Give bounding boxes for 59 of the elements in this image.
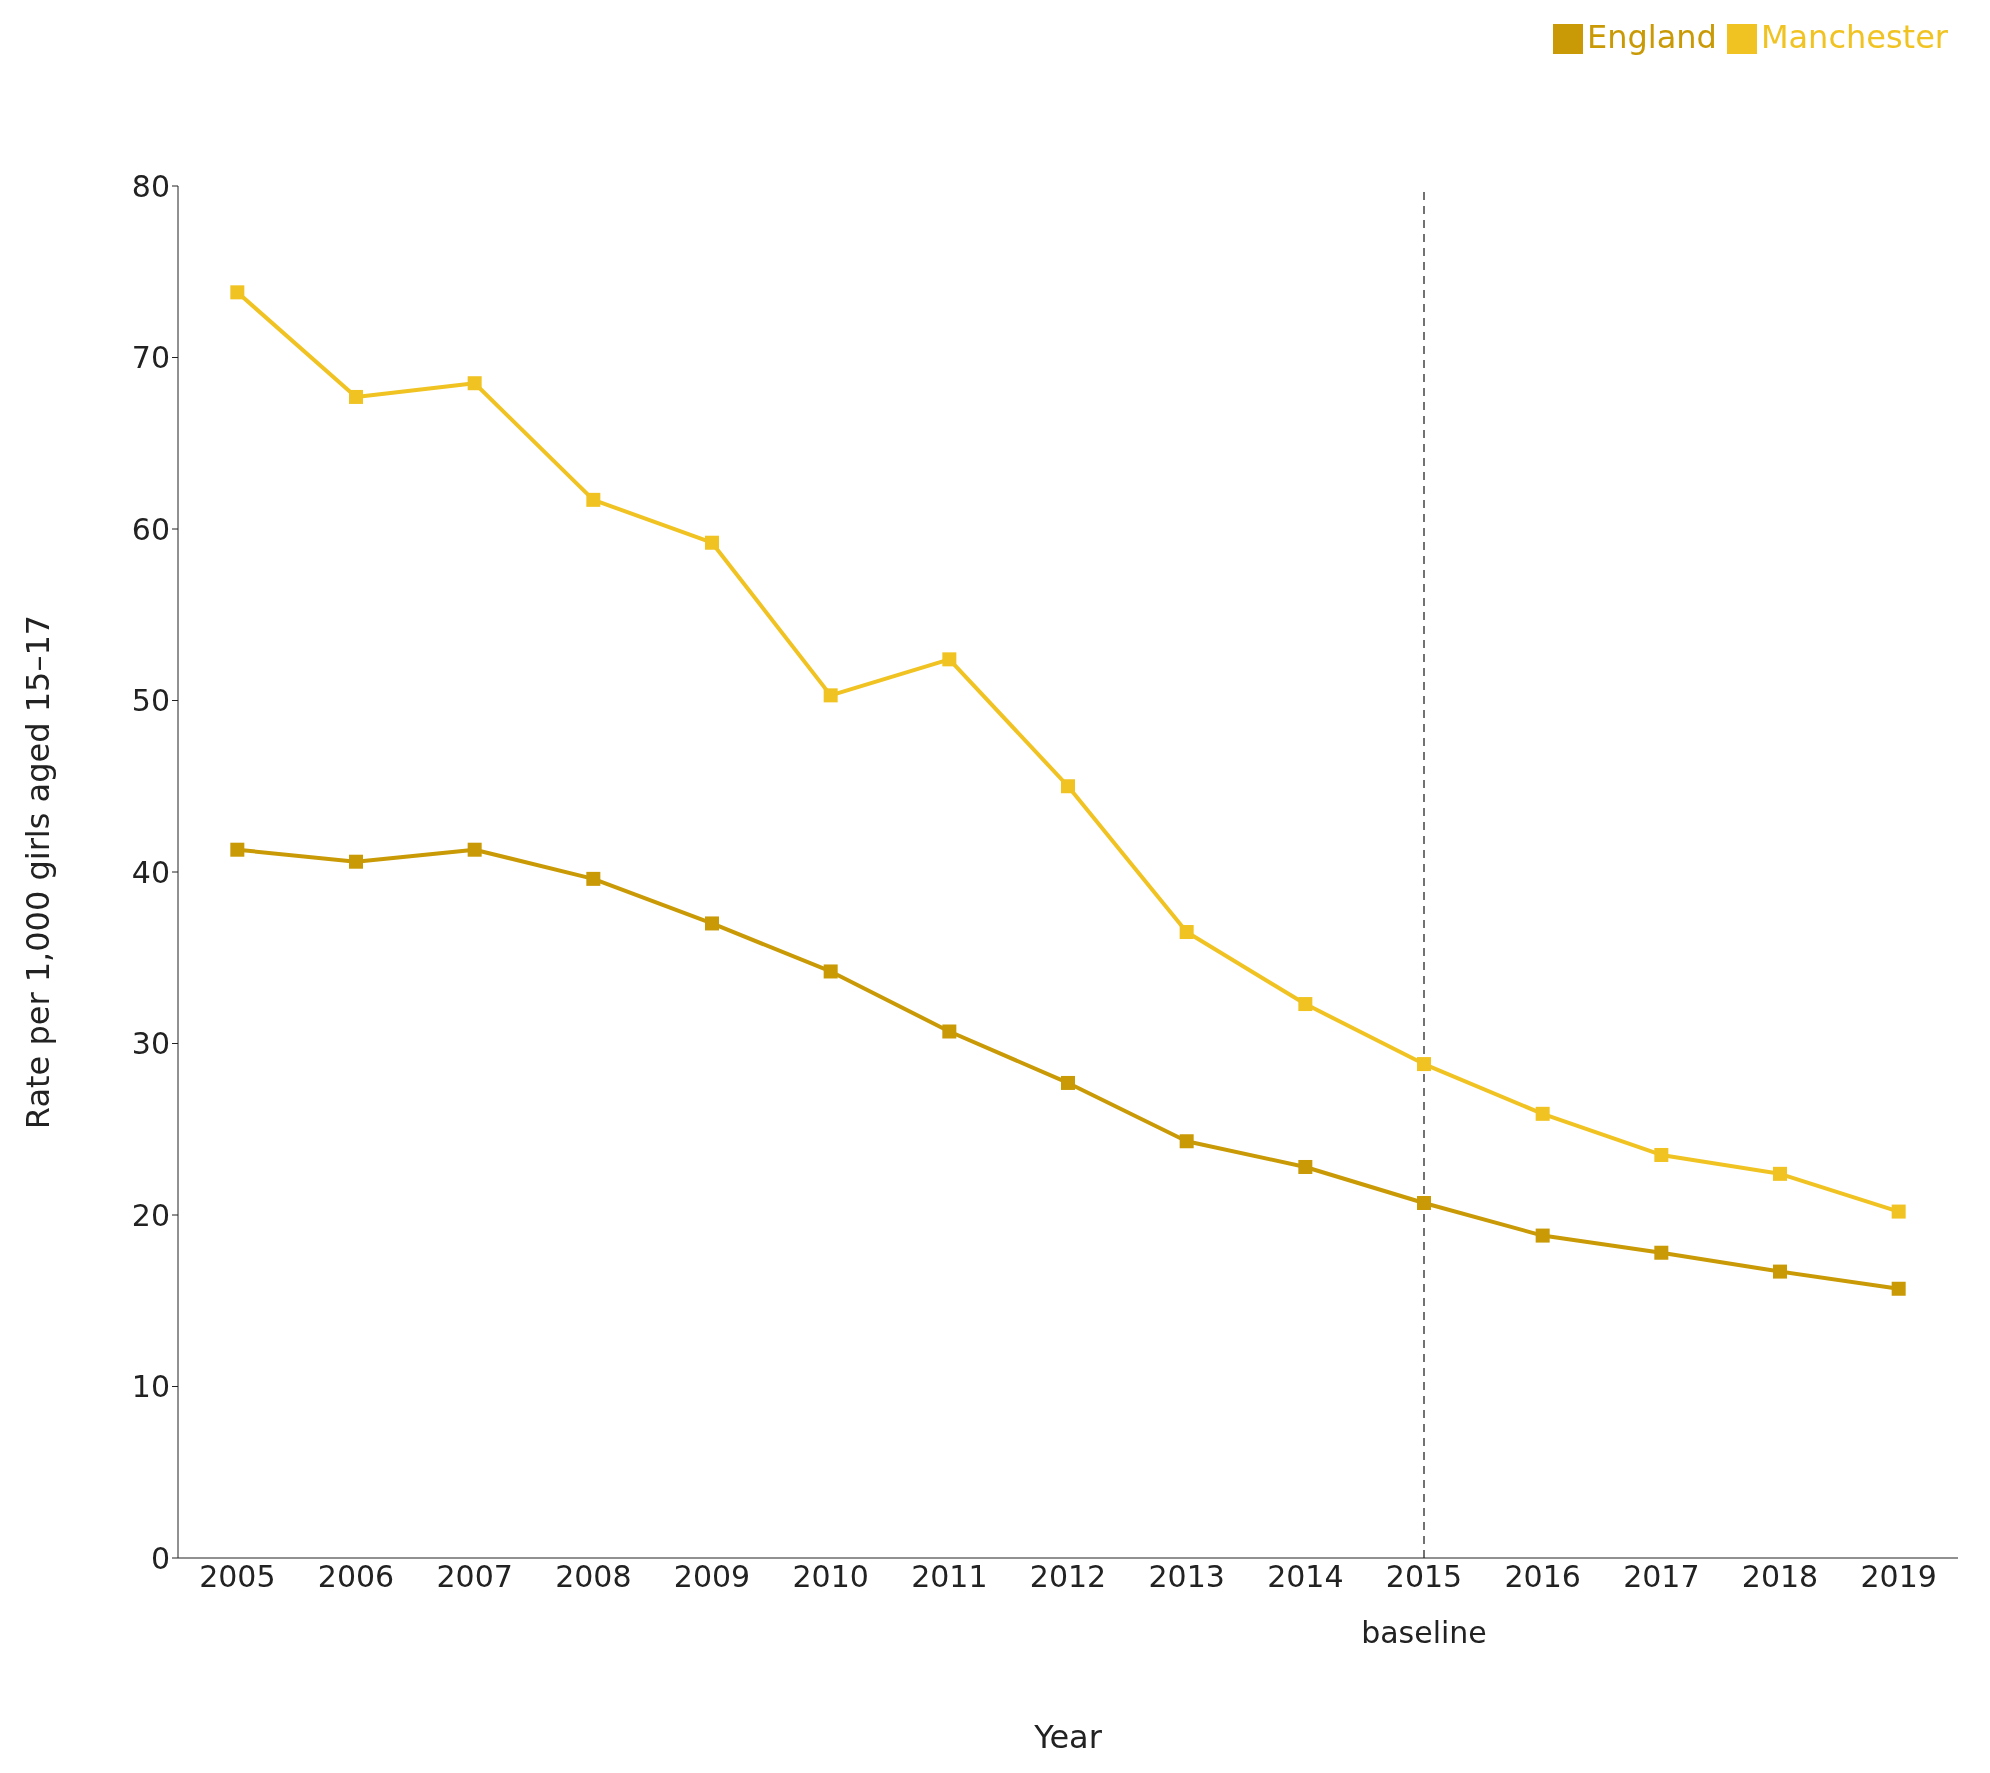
x-tick-label: 2017 [1623,1559,1700,1595]
point [1417,1057,1431,1072]
y-tick-label: 60 [131,511,170,547]
point [1773,1264,1787,1279]
point [230,285,245,300]
x-tick-label: 2013 [1148,1559,1225,1595]
y-tick-label: 30 [131,1026,170,1062]
point [349,389,363,404]
point [1179,1134,1194,1149]
y-tick-label: 70 [131,340,170,376]
x-tick-label: 2009 [673,1559,751,1595]
x-tick-label: 2012 [1029,1559,1107,1595]
point [705,916,719,931]
x-tick-label: 2019 [1860,1559,1937,1595]
x-tick-label: 2011 [911,1559,988,1595]
y-axis-title: Rate per 1,000 girls aged 15–17 [19,614,58,1130]
point [1654,1245,1669,1260]
point [942,1024,957,1039]
x-tick-label: 2006 [317,1559,395,1595]
point [467,376,482,391]
point [349,854,363,869]
point [823,964,838,979]
legend-label: England [1586,18,1717,56]
point [823,688,838,703]
point [942,652,957,667]
point [586,871,601,886]
y-tick-label: 20 [131,1197,170,1233]
point [1298,997,1313,1012]
point [1773,1166,1787,1181]
x-tick-label: 2014 [1267,1559,1344,1595]
point [1891,1204,1906,1219]
x-tick-label: 2015 [1385,1559,1463,1595]
point [1298,1159,1313,1174]
y-tick-label: 10 [131,1369,170,1405]
point [1061,1075,1075,1090]
point [1417,1195,1431,1210]
x-tick-label: 2008 [555,1559,632,1595]
legend-label: Manchester [1760,18,1948,56]
x-tick-label: 2018 [1741,1559,1819,1595]
point [230,842,245,857]
ref-line-label: baseline [1361,1615,1487,1650]
point [705,535,719,550]
point [1179,925,1194,940]
x-tick-label: 2016 [1504,1559,1581,1595]
point [1535,1228,1550,1243]
point [1061,779,1075,794]
x-axis-title: Year [1033,1718,1103,1756]
x-tick-label: 2005 [199,1559,276,1595]
point [1654,1147,1669,1162]
point [586,492,601,507]
x-tick-label: 2007 [436,1559,513,1595]
y-tick-label: 80 [131,168,170,204]
y-tick-label: 0 [150,1540,170,1576]
point [1891,1281,1906,1296]
y-tick-label: 50 [131,683,170,719]
point [467,842,482,857]
x-tick-label: 2010 [792,1559,869,1595]
y-tick-label: 40 [131,854,170,890]
point [1535,1106,1550,1121]
